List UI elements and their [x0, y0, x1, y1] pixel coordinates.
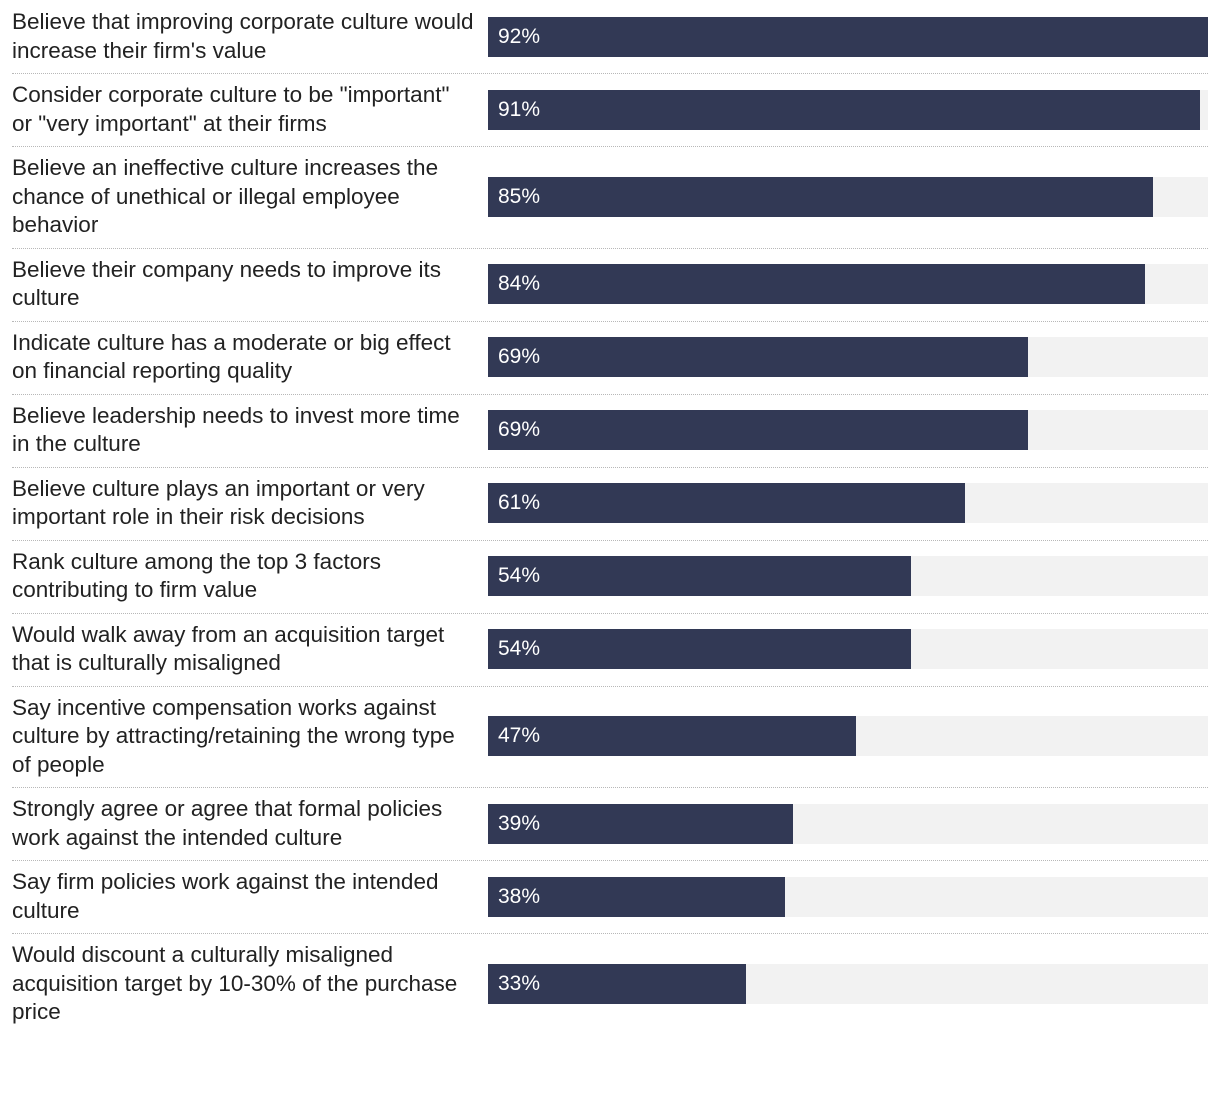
- row-divider: [12, 612, 1208, 614]
- bar-track: 33%: [488, 963, 1208, 1004]
- category-label: Indicate culture has a moderate or big e…: [12, 329, 451, 384]
- category-label: Would discount a culturally misaligned a…: [12, 942, 458, 1024]
- data-label: 54%: [498, 637, 541, 660]
- bar-track: 47%: [488, 716, 1208, 757]
- bar: 69%: [488, 337, 1028, 377]
- bar-track: 38%: [488, 876, 1208, 917]
- data-label: 47%: [498, 724, 541, 748]
- bar-track: 92%: [488, 16, 1208, 57]
- row-divider: [12, 933, 1208, 934]
- bar-row: Say incentive compensation works against…: [0, 686, 1220, 788]
- data-label: 91%: [498, 97, 541, 121]
- bar-row: Strongly agree or agree that formal poli…: [0, 787, 1220, 860]
- category-label: Say firm policies work against the inten…: [12, 869, 439, 923]
- bar-row: Believe leadership needs to invest more …: [0, 394, 1220, 467]
- data-label: 84%: [498, 272, 541, 295]
- bar-track: 85%: [488, 176, 1208, 217]
- bar-track: 39%: [488, 803, 1208, 844]
- category-label: Believe leadership needs to invest more …: [12, 402, 460, 457]
- data-label: 92%: [498, 24, 541, 48]
- bar-track: 69%: [488, 410, 1208, 450]
- category-label: Believe their company needs to improve i…: [12, 256, 441, 311]
- bar: 69%: [488, 410, 1028, 450]
- bar: 33%: [488, 963, 746, 1004]
- category-label: Rank culture among the top 3 factors con…: [12, 548, 381, 603]
- bar-track: 54%: [488, 629, 1208, 669]
- bar-row: Rank culture among the top 3 factors con…: [0, 540, 1220, 613]
- row-divider: [12, 247, 1208, 249]
- row-divider: [12, 787, 1208, 788]
- data-label: 39%: [498, 811, 541, 835]
- bar-row: Consider corporate culture to be "import…: [0, 73, 1220, 146]
- bar-row: Say firm policies work against the inten…: [0, 860, 1220, 933]
- data-label: 69%: [498, 345, 541, 368]
- bar: 84%: [488, 264, 1145, 304]
- row-divider: [12, 146, 1208, 147]
- data-label: 38%: [498, 884, 541, 908]
- bar-row: Would walk away from an acquisition targ…: [0, 613, 1220, 686]
- row-divider: [12, 685, 1208, 687]
- bar-row: Believe that improving corporate culture…: [0, 0, 1220, 73]
- row-divider: [12, 860, 1208, 861]
- category-label: Would walk away from an acquisition targ…: [12, 621, 445, 676]
- bar-row: Indicate culture has a moderate or big e…: [0, 321, 1220, 394]
- category-label: Believe an ineffective culture increases…: [12, 155, 439, 237]
- category-label: Strongly agree or agree that formal poli…: [12, 796, 443, 850]
- data-label: 54%: [498, 564, 541, 587]
- bar-row: Would discount a culturally misaligned a…: [0, 933, 1220, 1035]
- category-label: Believe that improving corporate culture…: [12, 9, 474, 63]
- bar-track: 69%: [488, 337, 1208, 377]
- bar-track: 84%: [488, 264, 1208, 304]
- bar-track: 61%: [488, 483, 1208, 523]
- bar-row: Believe culture plays an important or ve…: [0, 467, 1220, 540]
- bar-track: 54%: [488, 556, 1208, 596]
- bar: 91%: [488, 89, 1200, 130]
- data-label: 33%: [498, 971, 541, 995]
- data-label: 69%: [498, 418, 541, 441]
- bar: 92%: [488, 16, 1208, 57]
- bar: 38%: [488, 876, 785, 917]
- bar: 39%: [488, 803, 793, 844]
- row-divider: [12, 466, 1208, 468]
- category-label: Say incentive compensation works against…: [12, 694, 455, 777]
- data-label: 61%: [498, 491, 541, 514]
- bar-row: Believe an ineffective culture increases…: [0, 146, 1220, 248]
- bar: 54%: [488, 629, 911, 669]
- category-label: Consider corporate culture to be "import…: [12, 82, 450, 136]
- bar: 47%: [488, 716, 856, 757]
- data-label: 85%: [498, 184, 541, 208]
- row-divider: [12, 539, 1208, 541]
- bar-row: Believe their company needs to improve i…: [0, 248, 1220, 321]
- row-divider: [12, 73, 1208, 74]
- bar: 85%: [488, 176, 1153, 217]
- bar: 61%: [488, 483, 965, 523]
- bar-track: 91%: [488, 89, 1208, 130]
- row-divider: [12, 320, 1208, 322]
- bar: 54%: [488, 556, 911, 596]
- category-label: Believe culture plays an important or ve…: [12, 475, 425, 530]
- row-divider: [12, 393, 1208, 395]
